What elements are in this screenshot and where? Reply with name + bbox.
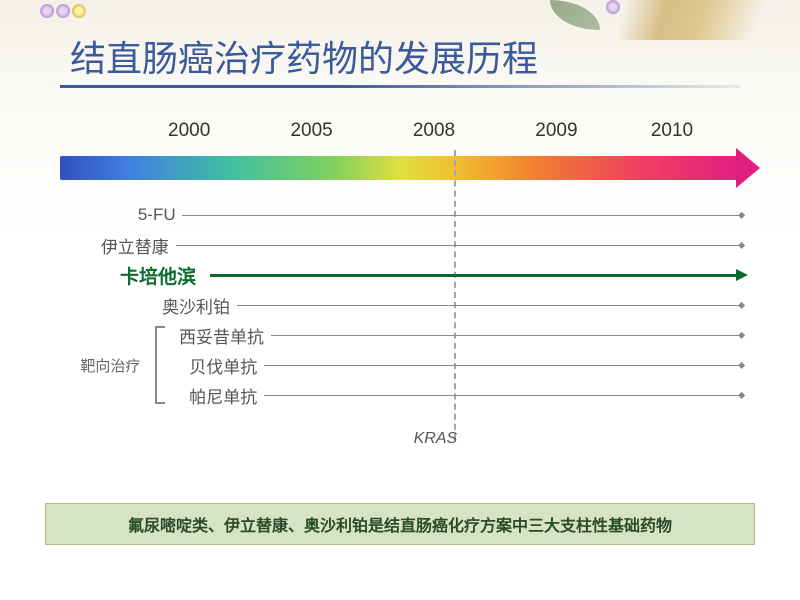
drug-row: 5-FU bbox=[60, 200, 740, 230]
line-end-cap bbox=[738, 302, 745, 309]
drug-timeline-line bbox=[210, 274, 740, 277]
flower-icon bbox=[56, 4, 70, 18]
line-end-cap bbox=[738, 242, 745, 249]
drug-row: 奥沙利铂 bbox=[60, 290, 740, 320]
bracket-icon bbox=[155, 326, 165, 404]
targeted-therapy-label: 靶向治疗 bbox=[80, 355, 140, 376]
drug-row: 卡培他滨 bbox=[60, 260, 740, 290]
line-end-cap bbox=[738, 332, 745, 339]
rainbow-arrow bbox=[60, 156, 740, 180]
year-label: 2000 bbox=[168, 120, 210, 142]
drug-timeline-line bbox=[176, 245, 740, 246]
drug-timeline-line bbox=[271, 335, 740, 336]
drug-label: 伊立替康 bbox=[101, 233, 169, 258]
arrow-head bbox=[736, 148, 760, 188]
timeline-content: 2000 2005 2008 2009 2010 5-FU 伊立替康卡培他滨奥沙利铂西妥昔… bbox=[60, 120, 740, 410]
drug-timeline-rows: 5-FU 伊立替康卡培他滨奥沙利铂西妥昔单抗贝伐单抗帕尼单抗 靶向治疗 bbox=[60, 200, 740, 410]
footer-summary: 氟尿嘧啶类、伊立替康、奥沙利铂是结直肠癌化疗方案中三大支柱性基础药物 bbox=[45, 503, 755, 545]
leaf-icon bbox=[550, 0, 600, 30]
title-underline bbox=[60, 85, 740, 88]
flower-icon bbox=[72, 4, 86, 18]
year-label: 2005 bbox=[290, 120, 332, 142]
line-end-cap bbox=[738, 212, 745, 219]
drug-label: 帕尼单抗 bbox=[189, 383, 257, 408]
line-end-cap bbox=[738, 392, 745, 399]
line-end-cap bbox=[738, 362, 745, 369]
drug-label: 贝伐单抗 bbox=[189, 353, 257, 378]
arrow-head-icon bbox=[736, 269, 748, 281]
wheat-decoration bbox=[615, 0, 766, 40]
flower-icon bbox=[40, 4, 54, 18]
drug-row: 伊立替康 bbox=[60, 230, 740, 260]
kras-label: KRAS bbox=[414, 430, 458, 448]
drug-label: 奥沙利铂 bbox=[162, 293, 230, 318]
drug-timeline-line bbox=[264, 365, 740, 366]
year-axis: 2000 2005 2008 2009 2010 bbox=[60, 120, 740, 150]
year-label: 2008 bbox=[413, 120, 455, 142]
year-label: 2009 bbox=[535, 120, 577, 142]
flower-icon bbox=[606, 0, 620, 14]
year-label: 2010 bbox=[651, 120, 693, 142]
drug-label: 5-FU bbox=[138, 205, 176, 225]
page-title: 结直肠癌治疗药物的发展历程 bbox=[70, 30, 538, 82]
drug-label: 卡培他滨 bbox=[120, 262, 196, 289]
rainbow-bar bbox=[60, 156, 740, 180]
drug-label: 西妥昔单抗 bbox=[179, 323, 264, 348]
drug-timeline-line bbox=[264, 395, 740, 396]
drug-timeline-line bbox=[237, 305, 740, 306]
drug-timeline-line bbox=[182, 215, 740, 216]
